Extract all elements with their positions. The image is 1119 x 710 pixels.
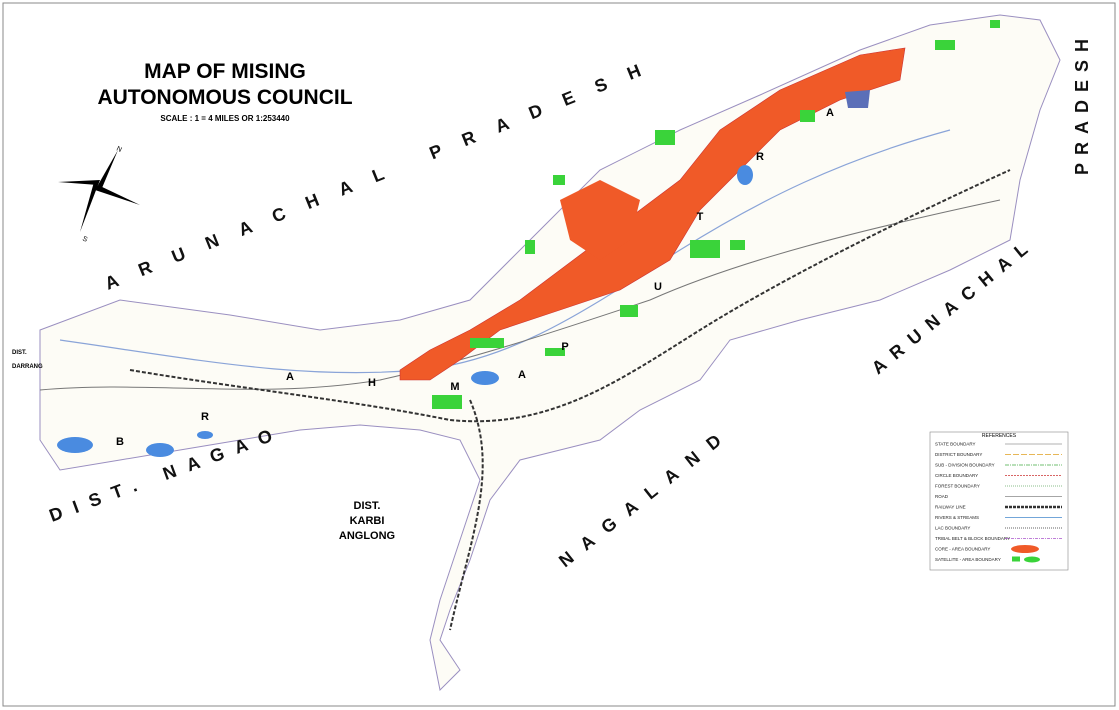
legend-label: RIVERS & STREAMS bbox=[935, 515, 979, 520]
river-letter: A bbox=[286, 371, 294, 383]
district-label: DIST. bbox=[354, 500, 381, 512]
legend-label: RAILWAY LINE bbox=[935, 505, 966, 510]
legend-symbol bbox=[1012, 556, 1020, 562]
subtitle: AUTONOMOUS COUNCIL bbox=[97, 86, 352, 109]
legend-symbol bbox=[1024, 556, 1040, 563]
scale: SCALE : 1 = 4 MILES OR 1:253440 bbox=[160, 114, 290, 123]
title: MAP OF MISING bbox=[144, 60, 306, 83]
legend-label: DISTRICT BOUNDARY bbox=[935, 452, 982, 457]
region-label: PRADESH bbox=[1072, 31, 1084, 175]
district-label: KARBI bbox=[350, 515, 385, 527]
river-letter: H bbox=[368, 377, 376, 389]
legend-label: FOREST BOUNDARY bbox=[935, 484, 980, 489]
legend-label: TRIBAL BELT & BLOCK BOUNDARY bbox=[935, 536, 1010, 541]
legend-label: CORE - AREA BOUNDARY bbox=[935, 547, 990, 552]
river-letter: R bbox=[756, 151, 764, 163]
legend-title: REFERENCES bbox=[982, 433, 1017, 439]
region-label: PRADESH bbox=[1072, 31, 1092, 175]
river-letter: B bbox=[116, 436, 124, 448]
district-label: DARRANG bbox=[12, 364, 43, 370]
compass: N S bbox=[58, 145, 140, 244]
river-letter: U bbox=[654, 281, 662, 293]
legend-label: STATE BOUNDARY bbox=[935, 442, 976, 447]
legend-label: SUB - DIVISION BOUNDARY bbox=[935, 463, 995, 468]
river-letter: R bbox=[201, 411, 209, 423]
river-letter: P bbox=[561, 341, 568, 353]
river-letter: A bbox=[518, 369, 526, 381]
legend-symbol bbox=[1011, 545, 1039, 553]
river-letter: M bbox=[450, 381, 459, 393]
legend: REFERENCES STATE BOUNDARY DISTRICT BOUNDA… bbox=[929, 431, 1069, 571]
river-letter: T bbox=[697, 211, 704, 223]
legend-label: CIRCLE BOUNDARY bbox=[935, 473, 978, 478]
district-label: ANGLONG bbox=[339, 530, 395, 542]
district-label: DIST. bbox=[12, 350, 27, 356]
legend-label: SATELLITE - AREA BOUNDARY bbox=[935, 557, 1001, 562]
river-label: B R A H M A P U T R A bbox=[116, 107, 834, 448]
district-area bbox=[39, 14, 1061, 692]
legend-label: ROAD bbox=[935, 494, 949, 499]
legend-label: LAC BOUNDARY bbox=[935, 526, 970, 531]
compass-south: S bbox=[81, 235, 88, 243]
compass-north: N bbox=[115, 145, 123, 153]
river-letter: A bbox=[826, 107, 834, 119]
